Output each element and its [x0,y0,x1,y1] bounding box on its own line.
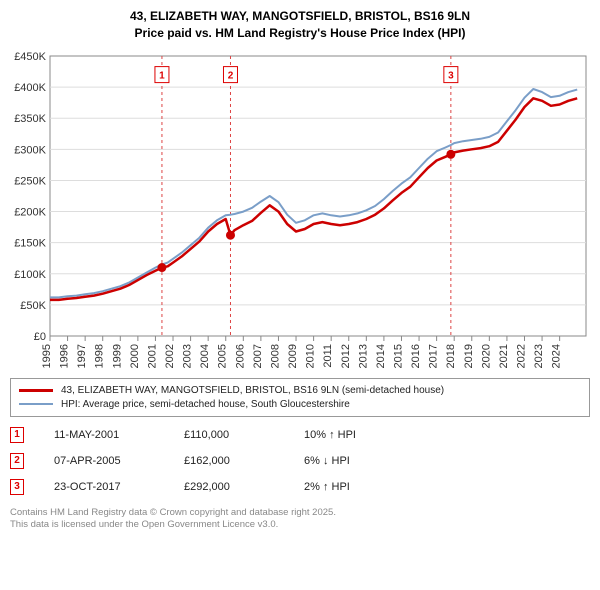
footer-line-1: Contains HM Land Registry data © Crown c… [10,507,590,520]
svg-text:2020: 2020 [480,344,492,368]
svg-text:2: 2 [228,70,234,81]
svg-text:2007: 2007 [252,344,264,368]
svg-text:£300K: £300K [14,144,46,156]
svg-text:2009: 2009 [287,344,299,368]
event-marker: 2 [10,453,24,469]
svg-text:2015: 2015 [392,344,404,368]
svg-text:£400K: £400K [14,82,46,94]
svg-text:2018: 2018 [445,344,457,368]
event-marker: 3 [10,479,24,495]
svg-text:2010: 2010 [305,344,317,368]
svg-text:2004: 2004 [199,344,211,368]
svg-text:2017: 2017 [428,344,440,368]
title-line-1: 43, ELIZABETH WAY, MANGOTSFIELD, BRISTOL… [10,8,590,25]
svg-text:£250K: £250K [14,175,46,187]
svg-text:2011: 2011 [322,344,334,368]
svg-text:2013: 2013 [357,344,369,368]
svg-text:2005: 2005 [217,344,229,368]
event-date: 07-APR-2005 [54,455,154,467]
page: 43, ELIZABETH WAY, MANGOTSFIELD, BRISTOL… [0,0,600,538]
event-date: 11-MAY-2001 [54,429,154,441]
svg-text:2001: 2001 [146,344,158,368]
svg-text:1996: 1996 [59,344,71,368]
svg-text:1998: 1998 [94,344,106,368]
event-price: £292,000 [184,481,274,493]
legend-label: 43, ELIZABETH WAY, MANGOTSFIELD, BRISTOL… [61,385,444,396]
svg-text:2012: 2012 [340,344,352,368]
svg-text:2000: 2000 [129,344,141,368]
event-date: 23-OCT-2017 [54,481,154,493]
event-marker: 1 [10,427,24,443]
svg-text:2021: 2021 [498,344,510,368]
event-row: 3 23-OCT-2017 £292,000 2% ↑ HPI [10,479,590,495]
legend-item: 43, ELIZABETH WAY, MANGOTSFIELD, BRISTOL… [19,385,581,396]
svg-text:£100K: £100K [14,268,46,280]
svg-text:1999: 1999 [111,344,123,368]
svg-text:2023: 2023 [533,344,545,368]
svg-text:2008: 2008 [269,344,281,368]
legend-swatch [19,403,53,405]
svg-text:£450K: £450K [14,51,46,63]
svg-text:£350K: £350K [14,113,46,125]
svg-text:1995: 1995 [41,344,53,368]
legend: 43, ELIZABETH WAY, MANGOTSFIELD, BRISTOL… [10,378,590,417]
svg-text:2024: 2024 [551,344,563,368]
svg-text:2019: 2019 [463,344,475,368]
footer-line-2: This data is licensed under the Open Gov… [10,519,590,532]
svg-text:£200K: £200K [14,206,46,218]
svg-text:3: 3 [448,70,454,81]
event-delta: 10% ↑ HPI [304,429,356,441]
chart-titles: 43, ELIZABETH WAY, MANGOTSFIELD, BRISTOL… [10,8,590,42]
event-delta: 6% ↓ HPI [304,455,350,467]
title-line-2: Price paid vs. HM Land Registry's House … [10,25,590,42]
svg-text:£50K: £50K [20,299,46,311]
legend-item: HPI: Average price, semi-detached house,… [19,399,581,410]
svg-text:£150K: £150K [14,237,46,249]
event-price: £110,000 [184,429,274,441]
event-row: 1 11-MAY-2001 £110,000 10% ↑ HPI [10,427,590,443]
footer: Contains HM Land Registry data © Crown c… [10,507,590,533]
svg-text:1: 1 [159,70,165,81]
legend-label: HPI: Average price, semi-detached house,… [61,399,350,410]
event-delta: 2% ↑ HPI [304,481,350,493]
svg-text:2002: 2002 [164,344,176,368]
event-row: 2 07-APR-2005 £162,000 6% ↓ HPI [10,453,590,469]
event-price: £162,000 [184,455,274,467]
svg-text:2022: 2022 [515,344,527,368]
svg-text:2014: 2014 [375,344,387,368]
svg-text:2016: 2016 [410,344,422,368]
chart: £0 £50K £100K £150K £200K £250K £300K £350K £400… [10,48,590,368]
svg-text:2006: 2006 [234,344,246,368]
svg-text:1997: 1997 [76,344,88,368]
svg-text:2003: 2003 [182,344,194,368]
chart-svg: £0 £50K £100K £150K £200K £250K £300K £350K £400… [10,48,590,368]
legend-swatch [19,389,53,392]
svg-text:£0: £0 [34,331,46,343]
